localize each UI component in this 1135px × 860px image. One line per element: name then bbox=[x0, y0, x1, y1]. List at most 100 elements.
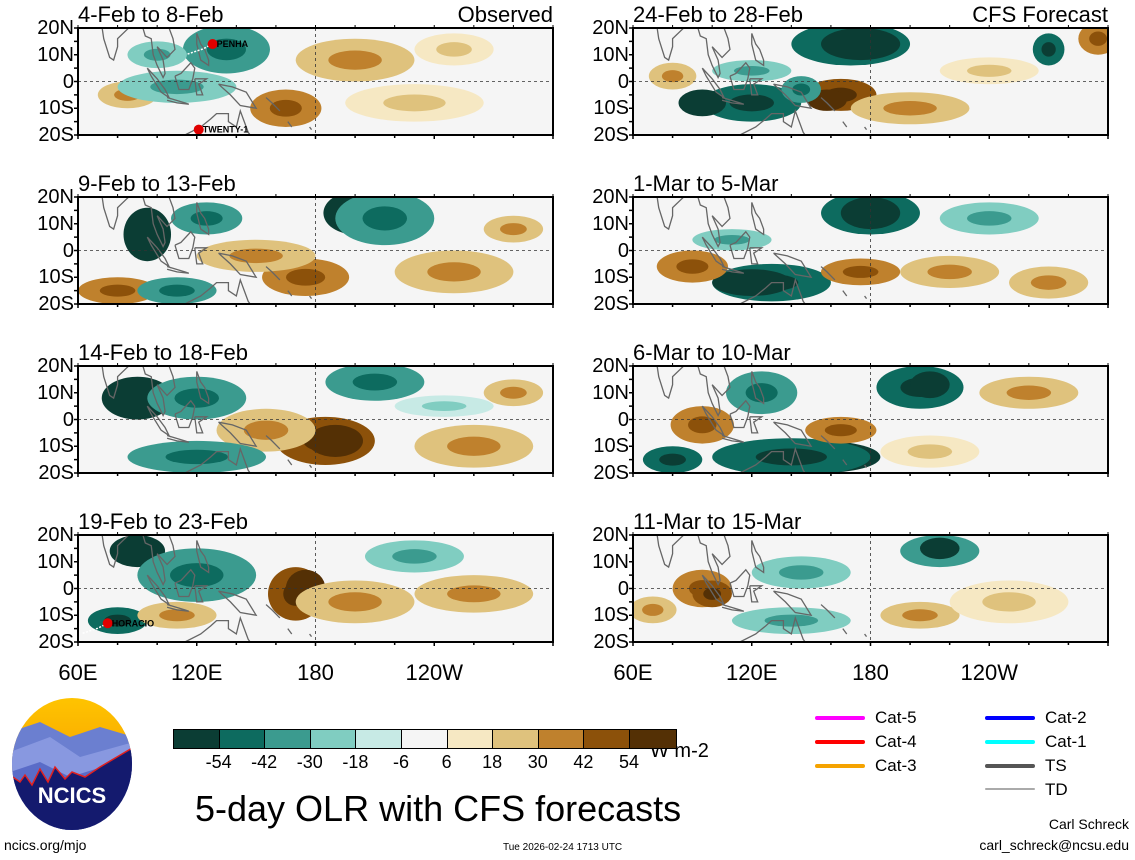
olr-anomaly-region bbox=[712, 269, 792, 296]
olr-anomaly-region bbox=[307, 424, 363, 457]
colorbar-swatch bbox=[173, 729, 221, 749]
storm-marker-icon[interactable] bbox=[102, 618, 113, 629]
colorbar-label: 6 bbox=[441, 752, 452, 772]
svg-text:NCICS: NCICS bbox=[38, 783, 106, 808]
coastline bbox=[656, 535, 685, 569]
colorbar-label: -18 bbox=[342, 752, 369, 772]
coastline bbox=[842, 459, 848, 466]
coastline bbox=[749, 585, 764, 603]
coastline bbox=[287, 290, 293, 297]
y-tick-label: 0 bbox=[617, 70, 629, 93]
colorbar-swatch bbox=[355, 729, 403, 749]
y-tick-label: 20N bbox=[37, 17, 74, 39]
coastline bbox=[166, 96, 190, 105]
y-tick-label: 10N bbox=[592, 550, 629, 573]
footer-url[interactable]: ncics.org/mjo bbox=[4, 837, 87, 853]
y-tick-label: 0 bbox=[62, 408, 74, 431]
coastline bbox=[721, 603, 745, 612]
olr-anomaly-core bbox=[269, 99, 302, 117]
olr-anomaly-core bbox=[99, 284, 136, 297]
y-tick-label: 0 bbox=[617, 577, 629, 600]
coastline bbox=[184, 277, 251, 304]
y-tick-label: 20N bbox=[37, 355, 74, 377]
olr-anomaly-core bbox=[733, 65, 770, 76]
coastline bbox=[773, 590, 813, 617]
coastline bbox=[287, 121, 293, 128]
y-tick-label: 0 bbox=[617, 408, 629, 431]
coastline bbox=[166, 265, 190, 274]
panel-label: Observed bbox=[457, 2, 553, 27]
olr-anomaly-core bbox=[352, 373, 398, 391]
olr-anomaly-core bbox=[286, 268, 326, 286]
coastline bbox=[194, 585, 209, 603]
olr-anomaly-core bbox=[174, 388, 220, 408]
y-tick-label: 10S bbox=[38, 97, 74, 120]
colorbar-swatch bbox=[309, 729, 358, 749]
olr-anomaly-core bbox=[778, 565, 824, 580]
legend-label: Cat-3 bbox=[875, 756, 917, 775]
olr-anomaly-core bbox=[661, 70, 684, 83]
panel-title: 19-Feb to 23-Feb bbox=[78, 509, 248, 534]
storm-name: TWENTY-1 bbox=[203, 125, 249, 135]
coastline bbox=[142, 535, 176, 586]
y-tick-label: 10S bbox=[593, 604, 629, 627]
coastline bbox=[196, 540, 210, 574]
y-tick-label: 10N bbox=[37, 212, 74, 235]
coastline bbox=[194, 247, 209, 265]
y-tick-label: 10S bbox=[38, 604, 74, 627]
x-tick-label: 120W bbox=[405, 660, 463, 685]
x-tick-label: 180 bbox=[297, 660, 334, 685]
olr-anomaly-core bbox=[902, 609, 938, 622]
coastline bbox=[196, 202, 210, 236]
coastline bbox=[721, 265, 745, 274]
olr-anomaly-core bbox=[676, 259, 709, 274]
olr-anomaly-core bbox=[159, 284, 195, 297]
coastline bbox=[265, 266, 281, 281]
olr-anomaly-core bbox=[159, 609, 195, 622]
coastline bbox=[218, 421, 258, 448]
coastline bbox=[142, 28, 176, 79]
coastline bbox=[309, 126, 313, 131]
coastline bbox=[196, 33, 210, 67]
x-tick-label: 120W bbox=[960, 660, 1018, 685]
coastline bbox=[218, 590, 258, 617]
y-tick-label: 20N bbox=[592, 355, 629, 377]
colorbar-label: 42 bbox=[573, 752, 594, 772]
coastline bbox=[729, 568, 751, 598]
colorbar-label: -54 bbox=[205, 752, 232, 772]
olr-anomaly-core bbox=[688, 416, 717, 434]
olr-anomaly-core bbox=[500, 386, 527, 399]
olr-anomaly-core bbox=[427, 262, 481, 282]
y-tick-label: 20N bbox=[592, 524, 629, 546]
y-tick-label: 20N bbox=[37, 186, 74, 208]
olr-anomaly-core bbox=[792, 83, 811, 96]
storm-marker-icon[interactable] bbox=[193, 124, 204, 135]
coastline bbox=[820, 435, 836, 450]
olr-anomaly-core bbox=[383, 94, 446, 112]
footer-email[interactable]: carl_schreck@ncsu.edu bbox=[979, 837, 1129, 853]
y-tick-label: 20S bbox=[593, 631, 629, 653]
olr-anomaly-core bbox=[1006, 385, 1052, 400]
olr-anomaly-core bbox=[328, 50, 382, 70]
panel-title: 4-Feb to 8-Feb bbox=[78, 2, 224, 27]
olr-anomaly-region bbox=[840, 197, 901, 230]
footer-author: Carl Schreck bbox=[1048, 816, 1129, 832]
olr-anomaly-core bbox=[729, 94, 775, 112]
olr-anomaly-core bbox=[907, 444, 953, 459]
y-tick-label: 10S bbox=[593, 266, 629, 289]
panel-title: 9-Feb to 13-Feb bbox=[78, 171, 236, 196]
coastline bbox=[729, 61, 751, 91]
y-tick-label: 20S bbox=[593, 462, 629, 484]
y-tick-label: 10N bbox=[37, 381, 74, 404]
coastline bbox=[697, 535, 731, 586]
storm-marker-icon[interactable] bbox=[207, 39, 218, 50]
olr-map-panel bbox=[629, 25, 1109, 139]
main-title: 5-day OLR with CFS forecasts bbox=[195, 788, 682, 829]
olr-anomaly-core bbox=[824, 424, 857, 437]
olr-anomaly-core bbox=[447, 436, 501, 456]
colorbar-swatch bbox=[492, 729, 540, 749]
olr-anomaly-region bbox=[910, 371, 950, 399]
coastline bbox=[773, 421, 813, 448]
footer-timestamp: Tue 2026-02-24 1713 UTC bbox=[503, 842, 623, 853]
